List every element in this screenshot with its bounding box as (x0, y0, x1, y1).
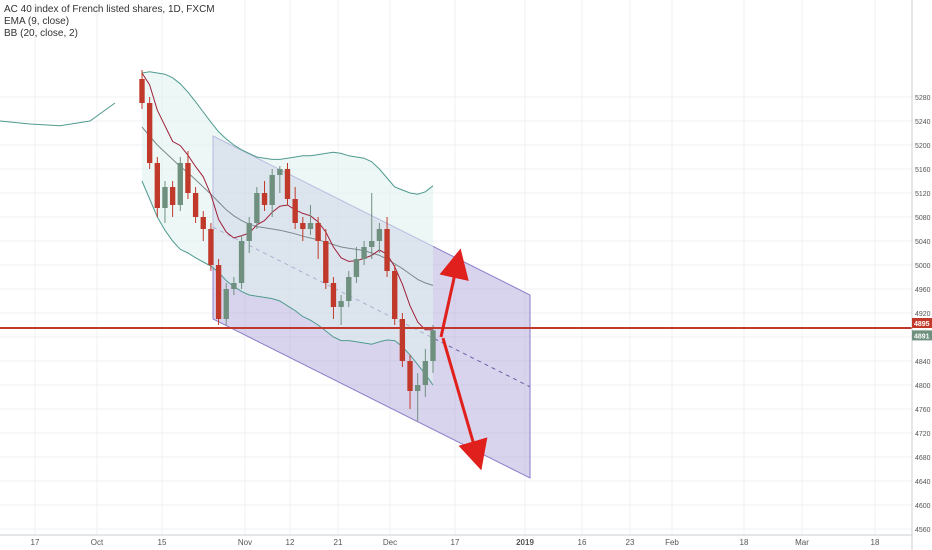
candle-body[interactable] (315, 223, 321, 241)
legend: AC 40 index of French listed shares, 1D,… (4, 4, 215, 40)
candle-body[interactable] (376, 229, 383, 241)
candle-body[interactable] (323, 241, 329, 283)
price-badge-hline (912, 318, 932, 328)
candle-body[interactable] (139, 79, 145, 103)
candle-body[interactable] (330, 283, 337, 307)
y-tick-label: 4560 (915, 527, 931, 534)
y-tick-label: 5240 (915, 119, 931, 126)
candle-body[interactable] (346, 277, 352, 301)
candle-body[interactable] (353, 259, 360, 277)
candle-body[interactable] (146, 103, 153, 163)
x-tick-label: 15 (158, 538, 167, 547)
x-tick-label: Nov (238, 538, 252, 547)
candle-body[interactable] (231, 283, 237, 289)
candle-body[interactable] (422, 361, 429, 385)
legend-ema: EMA (9, close) (4, 16, 70, 27)
candle-body[interactable] (277, 169, 283, 175)
candle-body[interactable] (361, 247, 367, 259)
candle-body[interactable] (185, 163, 191, 193)
candle-body[interactable] (215, 265, 222, 319)
bb-fill (142, 71, 433, 386)
candle-body[interactable] (399, 319, 406, 361)
y-tick-label: 5040 (915, 239, 931, 246)
x-tick-label: 18 (871, 538, 880, 547)
candle-body[interactable] (200, 217, 206, 229)
x-tick-label: 17 (31, 538, 40, 547)
x-tick-label: 21 (334, 538, 343, 547)
legend-title: AC 40 index of French listed shares, 1D,… (4, 4, 215, 15)
x-tick-label: 12 (286, 538, 295, 547)
candle-body[interactable] (307, 223, 314, 229)
candle-body[interactable] (269, 175, 275, 205)
x-tick-label: 23 (626, 538, 635, 547)
candle-body[interactable] (284, 169, 291, 199)
y-tick-label: 4640 (915, 479, 931, 486)
candle-body[interactable] (223, 289, 229, 319)
candle-body[interactable] (162, 187, 168, 208)
candle-body[interactable] (238, 241, 245, 283)
bb-upper-line (141, 71, 434, 195)
candle-body[interactable] (392, 271, 398, 319)
x-tick-label: 2019 (516, 538, 534, 547)
y-tick-label: 4960 (915, 287, 931, 294)
price-badge-last (912, 330, 932, 341)
y-tick-label: 5080 (915, 215, 931, 222)
y-tick-label: 4720 (915, 431, 931, 438)
x-tick-label: Oct (91, 538, 104, 547)
candle-body[interactable] (261, 193, 268, 205)
y-tick-label: 5120 (915, 191, 931, 198)
candle-body[interactable] (430, 330, 436, 361)
bb-lower-line (141, 180, 434, 386)
candle-body[interactable] (369, 241, 375, 247)
y-tick-label: 4800 (915, 383, 931, 390)
candle-body[interactable] (384, 229, 390, 271)
y-tick-label: 5000 (915, 263, 931, 270)
x-tick-label: 16 (578, 538, 587, 547)
candle-body[interactable] (254, 193, 260, 223)
x-tick-label: 17 (451, 538, 460, 547)
candle-body[interactable] (208, 229, 214, 265)
price-badge-label: 4895 (914, 321, 930, 328)
price-badge-label: 4891 (914, 333, 930, 340)
y-tick-label: 4600 (915, 503, 931, 510)
candle-body[interactable] (300, 223, 306, 229)
candle-body[interactable] (154, 163, 160, 208)
y-tick-label: 5200 (915, 143, 931, 150)
up-arrow[interactable] (439, 248, 469, 338)
candle-body[interactable] (192, 193, 199, 217)
x-tick-label: Mar (795, 538, 809, 547)
y-tick-label: 4920 (915, 311, 931, 318)
down-arrow[interactable] (441, 337, 488, 471)
legend-bb: BB (20, close, 2) (4, 28, 78, 39)
candle-body[interactable] (246, 223, 252, 241)
y-tick-label: 4840 (915, 359, 931, 366)
candle-body[interactable] (292, 199, 298, 223)
candle-body[interactable] (177, 163, 183, 205)
candle-body[interactable] (169, 187, 176, 205)
x-tick-label: Feb (665, 538, 679, 547)
x-tick-label: Dec (383, 538, 397, 547)
y-tick-label: 4760 (915, 407, 931, 414)
candle-body[interactable] (338, 301, 344, 307)
bb-upper-left-line (0, 102, 116, 127)
y-tick-label: 4680 (915, 455, 931, 462)
y-tick-label: 5280 (915, 95, 931, 102)
candle-body[interactable] (415, 385, 421, 391)
y-axis-panel (912, 0, 932, 550)
x-tick-label: 18 (740, 538, 749, 547)
y-tick-label: 5160 (915, 167, 931, 174)
candle-body[interactable] (407, 361, 413, 391)
